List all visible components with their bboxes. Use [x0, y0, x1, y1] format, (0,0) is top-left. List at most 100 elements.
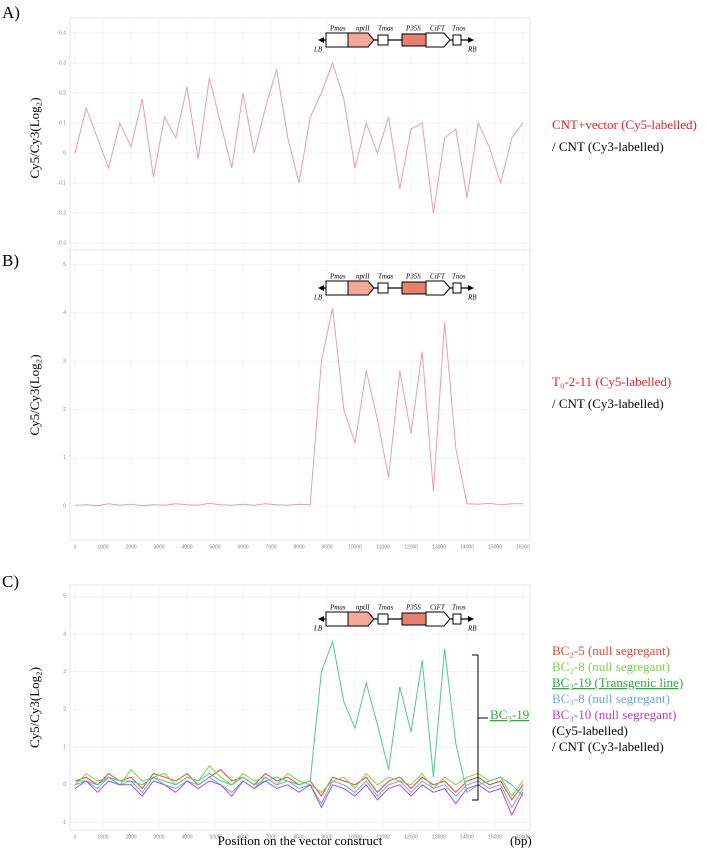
- x-tick-label: 11000: [376, 544, 390, 550]
- data-line: [74, 307, 523, 507]
- construct-right: RB: [467, 294, 477, 302]
- construct-label: CiFT: [430, 273, 446, 281]
- nptii: [347, 280, 375, 296]
- tmas: [377, 34, 389, 46]
- x-tick-label: 10000: [348, 834, 362, 840]
- construct-label: CiFT: [430, 25, 446, 33]
- cift: [425, 32, 451, 48]
- x-axis-label: Position on the vector construct: [218, 833, 383, 848]
- plot-area: [69, 17, 531, 259]
- construct-left: LB: [313, 625, 323, 633]
- tmas: [377, 613, 389, 625]
- legend-note: / CNT (Cy3-labelled): [552, 139, 664, 154]
- tnos: [452, 34, 462, 46]
- x-tick-label: 9000: [321, 544, 332, 550]
- y-tick-label: 1: [63, 744, 66, 750]
- cift: [425, 280, 451, 296]
- construct-label: P35S: [405, 273, 421, 281]
- x-tick-label: 13000: [432, 544, 446, 550]
- construct-label: Tnos: [452, 273, 466, 281]
- construct-diagram: Pmas nptII Tmas P35S CiFT Tnos LB RB: [313, 25, 477, 54]
- x-tick-label: 6000: [237, 544, 248, 550]
- x-tick-label: 15000: [488, 544, 502, 550]
- x-tick-label: 16000: [516, 544, 530, 550]
- construct-left: LB: [313, 46, 323, 54]
- x-tick-label: 3000: [153, 834, 164, 840]
- construct-left: LB: [313, 294, 323, 302]
- p35s: [401, 612, 427, 626]
- x-tick-label: 7000: [265, 834, 276, 840]
- pmas: [325, 611, 349, 627]
- construct-label: Pmas: [329, 273, 346, 281]
- y-tick-label: -1: [62, 820, 67, 826]
- x-tick-label: 9000: [321, 834, 332, 840]
- construct-label: CiFT: [430, 604, 446, 612]
- rb-arrow: [468, 37, 474, 43]
- x-tick-label: 0: [74, 544, 77, 550]
- y-tick-label: -0.1: [57, 180, 66, 186]
- y-tick-label: -0.2: [57, 210, 66, 216]
- construct-label: nptII: [356, 604, 370, 612]
- lb-arrow: [318, 37, 324, 43]
- construct-label: P35S: [405, 25, 421, 33]
- y-tick-label: 4: [63, 310, 66, 316]
- pmas: [325, 32, 349, 48]
- y-tick-label: 3: [63, 669, 66, 675]
- x-tick-label: 6000: [237, 834, 248, 840]
- panel-label: C): [2, 572, 19, 591]
- x-axis-unit: (bp): [510, 833, 532, 848]
- lb-arrow: [318, 285, 324, 291]
- y-axis-label: Cy5/Cy3(Log₂): [27, 354, 42, 435]
- x-tick-label: 1000: [97, 834, 108, 840]
- lb-arrow: [318, 616, 324, 622]
- x-tick-label: 4000: [181, 544, 192, 550]
- x-tick-label: 7000: [265, 544, 276, 550]
- y-tick-label: 3: [63, 358, 66, 364]
- construct-label: P35S: [405, 604, 421, 612]
- rb-arrow: [468, 616, 474, 622]
- x-tick-label: 4000: [181, 834, 192, 840]
- legend-entry: BC₃-8 (null segregant): [552, 691, 670, 706]
- bracket: [472, 654, 479, 801]
- x-tick-label: 1000: [97, 544, 108, 550]
- data-line: [75, 639, 524, 797]
- x-tick-label: 0: [74, 834, 77, 840]
- y-tick-label: 5: [63, 262, 66, 268]
- x-tick-label: 12000: [404, 544, 418, 550]
- tmas: [377, 282, 389, 294]
- panel-label: B): [2, 251, 19, 270]
- x-tick-label: 5000: [209, 834, 220, 840]
- p35s: [401, 281, 427, 295]
- construct-label: nptII: [356, 25, 370, 33]
- data-line: [74, 765, 524, 798]
- y-axis-label: Cy5/Cy3(Log₂): [27, 667, 42, 748]
- legend-entry: BC₃-10 (null segregant): [552, 707, 676, 722]
- x-tick-label: 14000: [460, 544, 474, 550]
- y-tick-label: 5: [63, 594, 66, 600]
- data-line: [74, 61, 524, 214]
- x-tick-label: 12000: [404, 834, 418, 840]
- legend-entry: CNT+vector (Cy5-labelled): [552, 117, 697, 132]
- cift: [425, 611, 451, 627]
- y-tick-label: 0.4: [59, 30, 66, 36]
- x-tick-label: 16000: [516, 834, 530, 840]
- x-tick-label: 8000: [293, 544, 304, 550]
- p35s: [401, 33, 427, 47]
- plot-area: [69, 249, 531, 541]
- construct-label: Tmas: [378, 273, 393, 281]
- y-tick-label: 0: [63, 150, 66, 156]
- x-tick-label: 2000: [125, 834, 136, 840]
- construct-label: Pmas: [329, 604, 346, 612]
- y-tick-label: 0.3: [59, 60, 66, 66]
- y-tick-label: 0: [63, 782, 66, 788]
- legend-entry: BC₂-19 (Transgenic line): [552, 675, 683, 690]
- construct-diagram: Pmas nptII Tmas P35S CiFT Tnos LB RB: [313, 604, 477, 633]
- construct-label: Pmas: [329, 25, 346, 33]
- legend-entry: BC₂-5 (null segregant): [552, 643, 670, 658]
- panel-label: A): [2, 3, 20, 22]
- data-line: [74, 776, 524, 809]
- nptii: [347, 611, 375, 627]
- nptii: [347, 32, 375, 48]
- legend-entry: BC₂-8 (null segregant): [552, 659, 670, 674]
- x-tick-label: 14000: [460, 834, 474, 840]
